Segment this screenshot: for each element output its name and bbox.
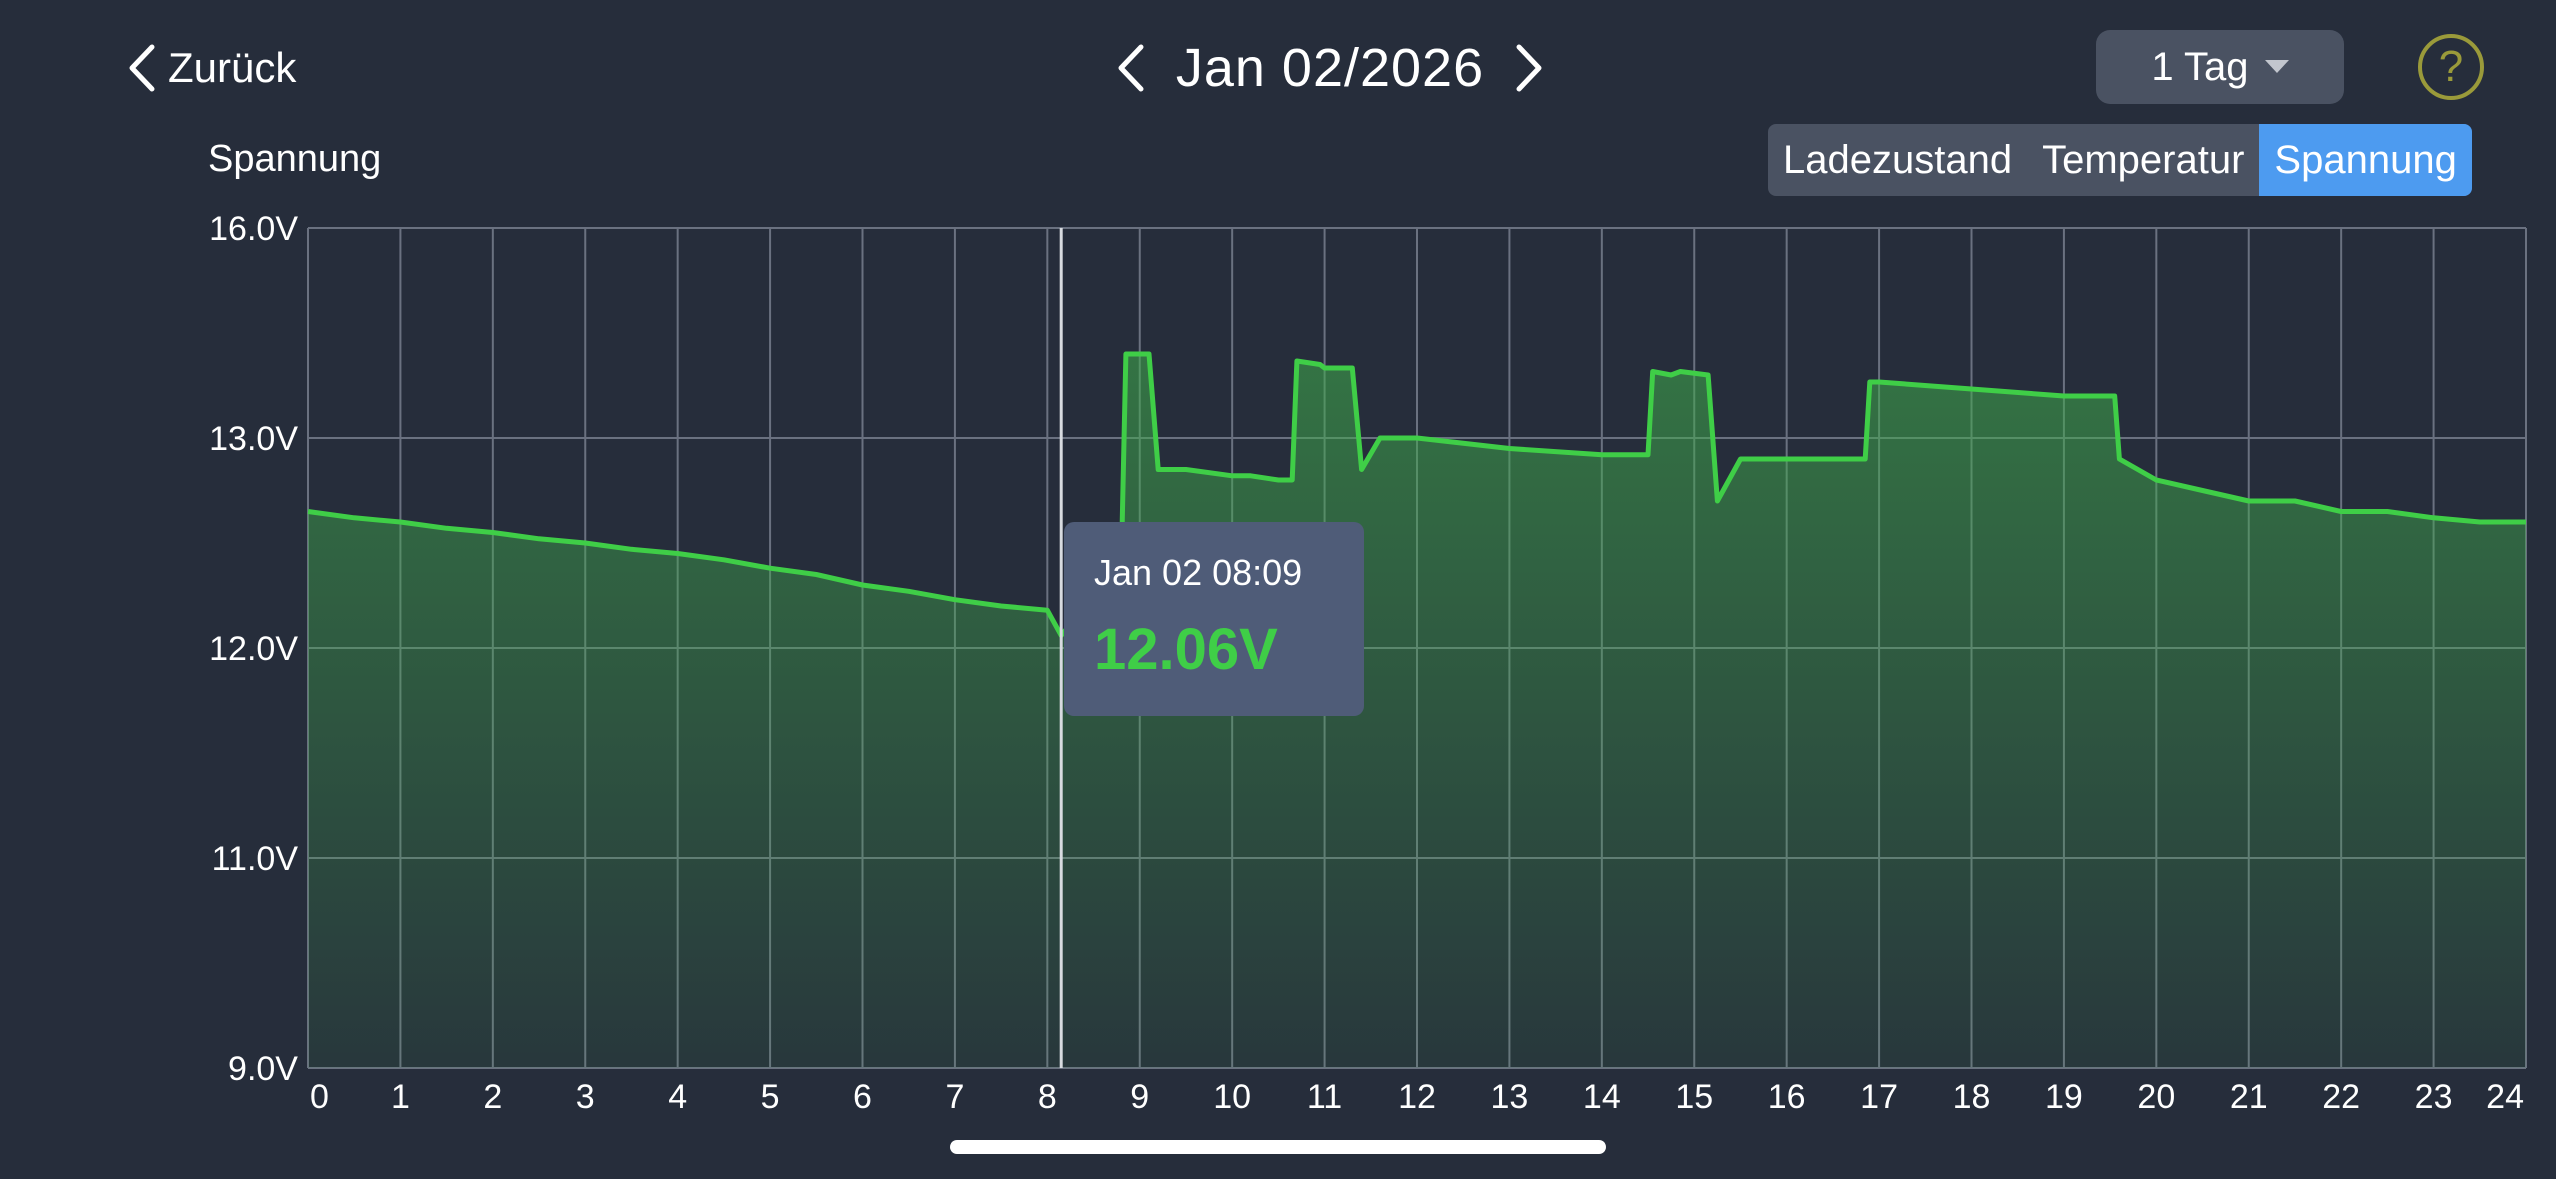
x-tick-label: 4	[668, 1078, 687, 1116]
back-button[interactable]: Zurück	[126, 36, 296, 100]
x-tick-label: 24	[2486, 1078, 2524, 1116]
y-axis-ticks: 9.0V 11.0V 12.0V 13.0V 16.0V	[209, 210, 298, 1088]
y-tick-label: 13.0V	[209, 420, 298, 458]
tooltip-value: 12.06V	[1094, 617, 1278, 682]
x-tick-label: 14	[1583, 1078, 1621, 1116]
back-label: Zurück	[168, 44, 297, 91]
x-axis-ticks: 0 1 2 3 4 5 6 7 8 9 10 11 12 13 14 15 16 17 18 19 20 21 22 23 24	[310, 1078, 2524, 1116]
x-tick-label: 1	[391, 1078, 410, 1116]
voltage-area	[308, 354, 2526, 1068]
x-tick-label: 16	[1768, 1078, 1806, 1116]
chart-title: Spannung	[208, 138, 382, 180]
tooltip-time: Jan 02 08:09	[1094, 552, 1303, 593]
x-tick-label: 11	[1307, 1078, 1342, 1116]
y-tick-label: 12.0V	[209, 630, 298, 668]
y-tick-label: 9.0V	[228, 1050, 298, 1088]
x-tick-label: 0	[310, 1078, 329, 1116]
x-tick-label: 10	[1213, 1078, 1251, 1116]
x-tick-label: 20	[2137, 1078, 2175, 1116]
x-tick-label: 2	[483, 1078, 502, 1116]
tab-ladezustand[interactable]: Ladezustand	[1783, 137, 2013, 182]
x-tick-label: 13	[1491, 1078, 1529, 1116]
x-tick-label: 15	[1675, 1078, 1713, 1116]
x-tick-label: 5	[761, 1078, 780, 1116]
chart-tooltip: Jan 02 08:09 12.06V	[1064, 522, 1364, 716]
x-tick-label: 21	[2230, 1078, 2268, 1116]
x-tick-label: 12	[1398, 1078, 1436, 1116]
caret-down-icon	[2264, 60, 2289, 73]
x-tick-label: 3	[576, 1078, 595, 1116]
next-day-button[interactable]	[1500, 33, 1560, 103]
range-select-value: 1 Tag	[2151, 44, 2249, 89]
x-tick-label: 19	[2045, 1078, 2083, 1116]
x-tick-label: 9	[1130, 1078, 1149, 1116]
chevron-left-icon	[1118, 44, 1144, 92]
x-tick-label: 22	[2322, 1078, 2360, 1116]
x-tick-label: 17	[1860, 1078, 1898, 1116]
x-tick-label: 18	[1953, 1078, 1991, 1116]
previous-day-button[interactable]	[1100, 33, 1160, 103]
chevron-right-icon	[1516, 44, 1542, 92]
home-indicator	[950, 1140, 1606, 1154]
metric-segmented-control: Ladezustand Temperatur Spannung	[1768, 124, 2472, 196]
tab-temperatur[interactable]: Temperatur	[2042, 137, 2245, 182]
tab-spannung[interactable]: Spannung	[2259, 124, 2472, 196]
help-button[interactable]: ?	[2418, 34, 2484, 100]
x-tick-label: 8	[1038, 1078, 1057, 1116]
range-select[interactable]: 1 Tag	[2096, 30, 2344, 104]
x-tick-label: 6	[853, 1078, 872, 1116]
x-tick-label: 7	[945, 1078, 964, 1116]
x-tick-label: 23	[2415, 1078, 2453, 1116]
y-tick-label: 11.0V	[212, 840, 299, 878]
date-label: Jan 02/2026	[1175, 38, 1485, 98]
date-navigator: Jan 02/2026	[1100, 28, 1560, 108]
y-tick-label: 16.0V	[209, 210, 298, 248]
chevron-left-icon	[129, 44, 155, 92]
voltage-line	[307, 351, 2526, 638]
